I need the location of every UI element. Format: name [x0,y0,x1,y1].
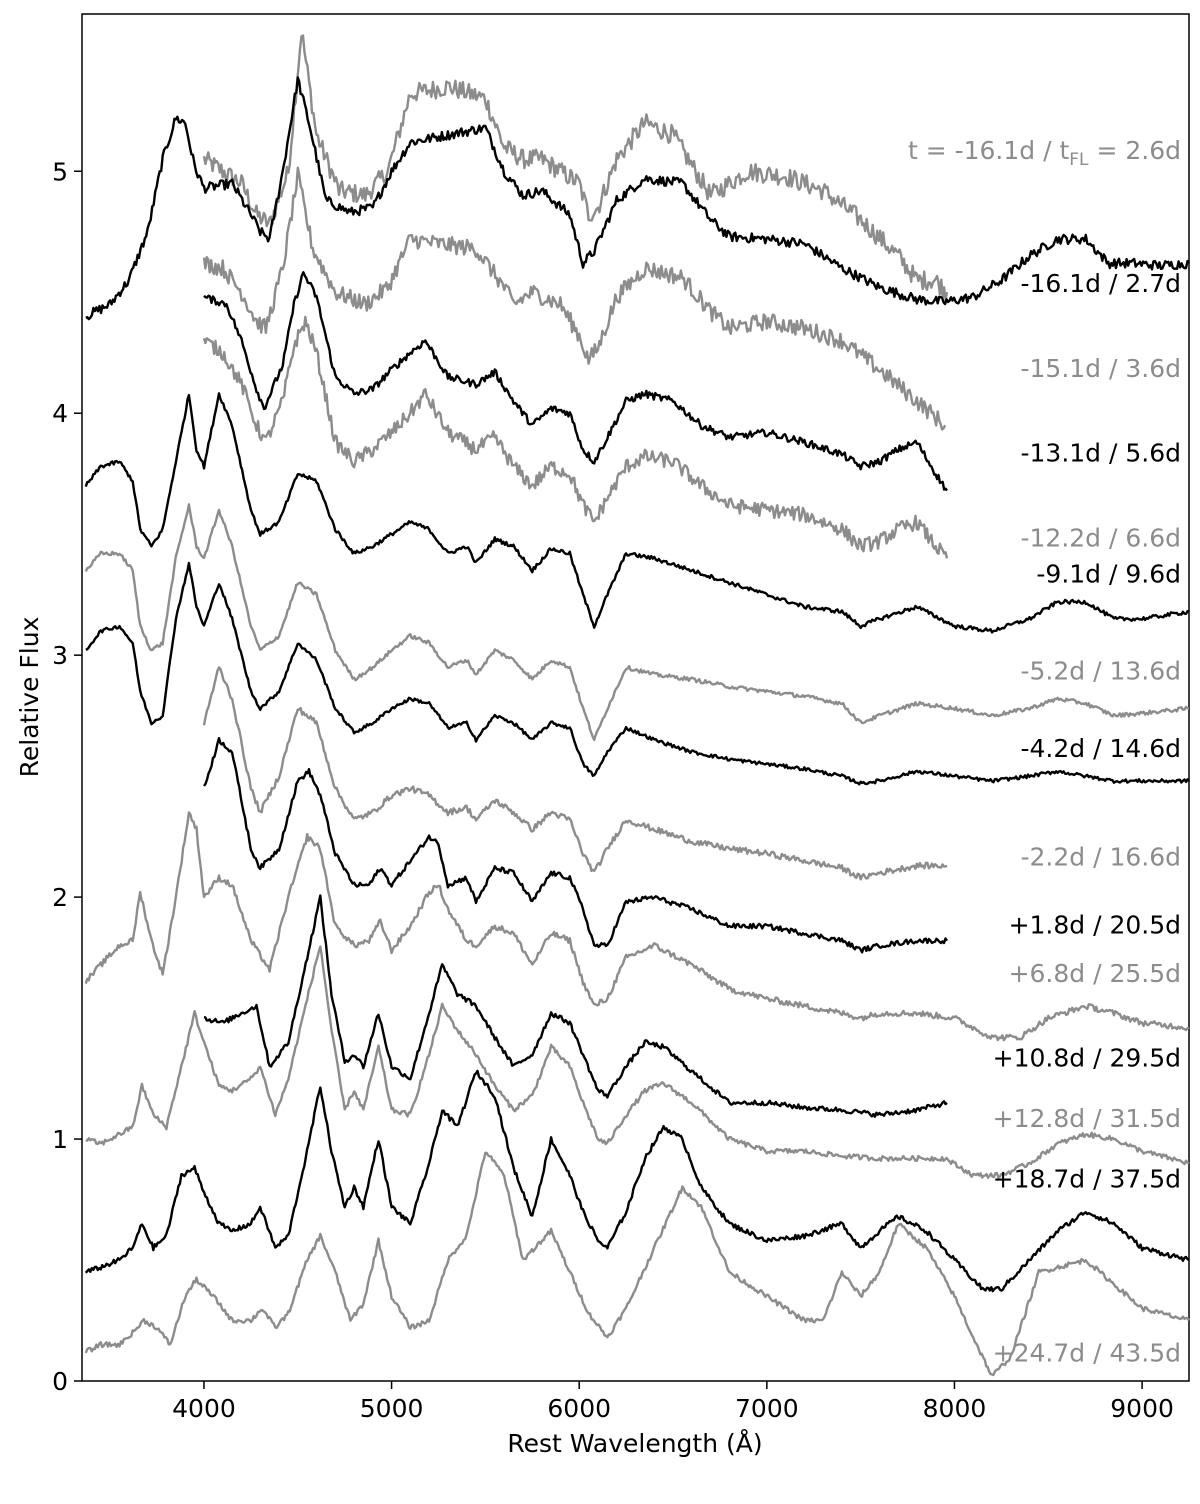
series-label: -2.2d / 16.6d [1021,843,1182,872]
spectrum-line-2 [202,166,947,431]
spectrum-line-7 [85,561,1190,786]
x-tick-label: 9000 [1110,1394,1174,1423]
y-axis-label: Relative Flux [15,617,44,778]
y-axis-ticks: 0 1 2 3 4 5 [52,157,82,1396]
spectrum-line-12 [85,945,1190,1179]
series-label: +6.8d / 25.5d [1009,959,1181,988]
series-label: +12.8d / 31.5d [993,1104,1181,1133]
first-label-prefix: t = -16.1d / t [908,136,1070,165]
spectrum-line-5 [84,392,1190,634]
series-label: -12.2d / 6.6d [1021,523,1182,552]
y-tick-label: 1 [52,1125,68,1154]
x-tick-label: 4000 [172,1394,236,1423]
first-label-suffix: = 2.6d [1089,136,1181,165]
x-tick-label: 8000 [923,1394,987,1423]
x-axis-ticks: 4000 5000 6000 7000 8000 9000 [172,1381,1174,1423]
series-label: -4.2d / 14.6d [1021,734,1182,763]
spectrum-line-10 [84,811,1190,1042]
series-label: +24.7d / 43.5d [993,1339,1181,1368]
spectrum-line-11 [203,894,948,1118]
series-label: +1.8d / 20.5d [1009,910,1181,939]
y-tick-label: 5 [52,157,68,186]
spectrum-line-4 [202,315,949,559]
y-tick-label: 3 [52,641,68,670]
y-tick-label: 2 [52,883,68,912]
x-tick-label: 5000 [360,1394,424,1423]
x-axis-label: Rest Wavelength (Å) [507,1429,762,1458]
series-label: -16.1d / 2.7d [1021,269,1182,298]
series-label: +10.8d / 29.5d [993,1044,1181,1073]
series-label-first: t = -16.1d / tFL = 2.6d [908,136,1181,170]
spectrum-line-8 [202,666,948,881]
x-tick-label: 7000 [735,1394,799,1423]
spectrum-line-13 [84,1069,1190,1293]
series-layer [84,34,1191,1377]
spectrum-line-14 [84,1151,1191,1377]
series-label-layer: -16.1d / 2.7d -15.1d / 3.6d -13.1d / 5.6d -… [908,136,1181,1367]
x-tick-label: 6000 [547,1394,611,1423]
series-label: -9.1d / 9.6d [1036,560,1181,589]
series-label: -13.1d / 5.6d [1021,439,1182,468]
spectrum-line-9 [203,736,948,954]
spectrum-line-3 [203,271,948,492]
spectrum-line-1 [85,76,1190,321]
series-label: -15.1d / 3.6d [1021,354,1182,383]
spectrum-line-0 [202,34,949,302]
y-tick-label: 0 [52,1367,68,1396]
series-label: +18.7d / 37.5d [993,1164,1181,1193]
spectrum-line-6 [84,503,1190,742]
y-tick-label: 4 [52,399,68,428]
first-label-subscript: FL [1069,150,1089,170]
series-label: -5.2d / 13.6d [1021,656,1182,685]
plot-frame [81,13,1190,1382]
